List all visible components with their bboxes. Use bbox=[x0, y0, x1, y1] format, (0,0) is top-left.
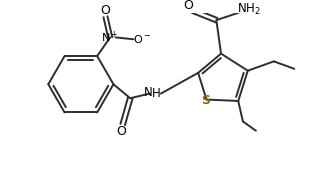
Text: O: O bbox=[100, 4, 110, 17]
Text: H: H bbox=[152, 87, 161, 100]
Text: O: O bbox=[183, 0, 193, 12]
Text: O$^-$: O$^-$ bbox=[133, 33, 151, 45]
Text: N$^+$: N$^+$ bbox=[101, 30, 119, 45]
Text: O: O bbox=[116, 125, 126, 138]
Text: N: N bbox=[144, 86, 152, 99]
Text: S: S bbox=[201, 94, 210, 107]
Text: NH$_2$: NH$_2$ bbox=[237, 1, 261, 17]
